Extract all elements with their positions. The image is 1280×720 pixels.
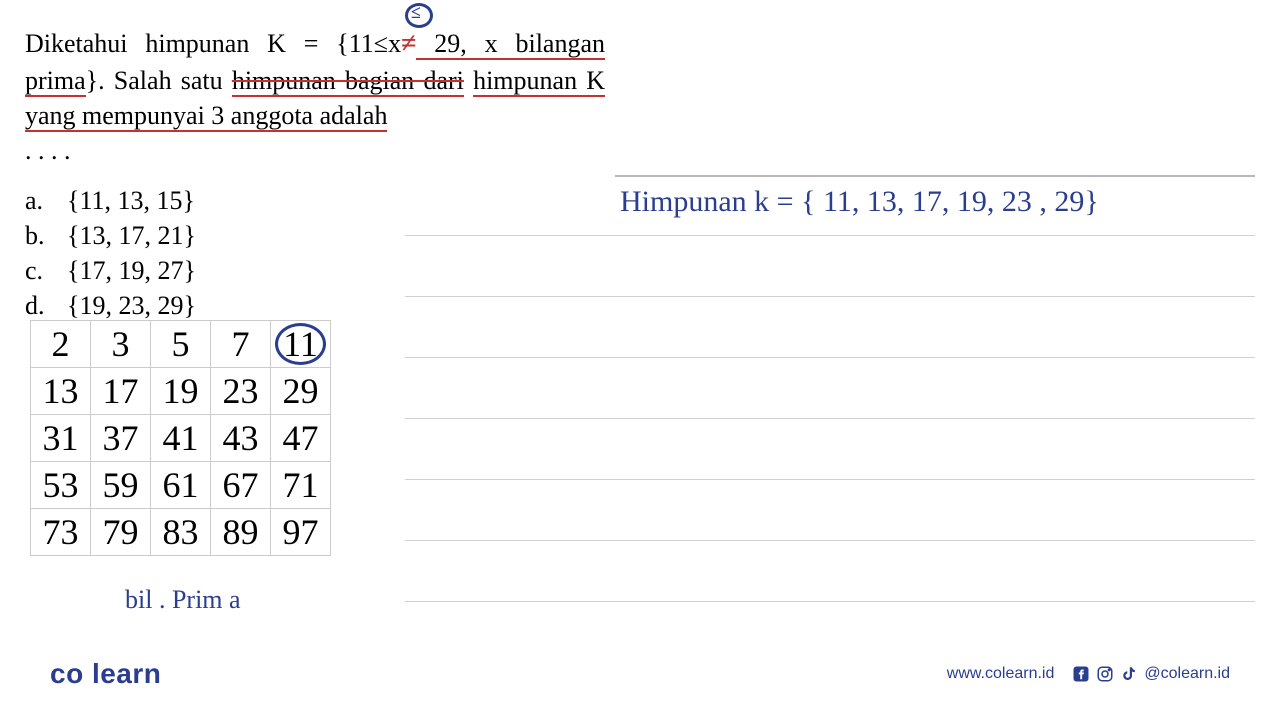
instagram-icon[interactable]	[1096, 665, 1114, 683]
opt-value: {17, 19, 27}	[67, 253, 196, 288]
q-line2-strike: himpunan bagian dari	[232, 66, 464, 97]
table-cell: 2	[31, 321, 91, 368]
q-line1-p2: x bilangan	[467, 29, 605, 60]
option-d: d.{19, 23, 29}	[25, 288, 605, 323]
q-line2-mid: }. Salah satu	[86, 66, 232, 95]
social-icons: @colearn.id	[1072, 665, 1230, 683]
q-line1-p1: 29,	[416, 29, 466, 60]
option-a: a.{11, 13, 15}	[25, 183, 605, 218]
notebook-header-line	[615, 175, 1255, 177]
footer: co learn www.colearn.id @colearn.id	[50, 658, 1230, 690]
table-cell: 71	[271, 462, 331, 509]
opt-letter: b.	[25, 218, 67, 253]
table-cell: 23	[211, 368, 271, 415]
table-cell: 47	[271, 415, 331, 462]
q-line1-pre: Diketahui himpunan K = {11≤x	[25, 29, 401, 58]
table-cell: 7	[211, 321, 271, 368]
q-dots: . . . .	[25, 136, 71, 165]
table-row: 2 3 5 7 11	[31, 321, 331, 368]
table-cell: 3	[91, 321, 151, 368]
opt-letter: a.	[25, 183, 67, 218]
opt-value: {19, 23, 29}	[67, 288, 196, 323]
table-cell: 37	[91, 415, 151, 462]
opt-value: {13, 17, 21}	[67, 218, 196, 253]
table-cell: 67	[211, 462, 271, 509]
table-cell: 19	[151, 368, 211, 415]
table-cell: 41	[151, 415, 211, 462]
table-cell-circled: 11	[271, 321, 331, 368]
table-cell: 73	[31, 509, 91, 556]
footer-handle: @colearn.id	[1144, 665, 1230, 683]
table-cell: 17	[91, 368, 151, 415]
table-cell: 43	[211, 415, 271, 462]
footer-url: www.colearn.id	[947, 665, 1055, 683]
table-row: 31 37 41 43 47	[31, 415, 331, 462]
table-cell: 31	[31, 415, 91, 462]
table-cell: 97	[271, 509, 331, 556]
solution-handwriting: Himpunan k = { 11, 13, 17, 19, 23 , 29}	[620, 185, 1099, 219]
q-line2-pre: prima	[25, 66, 86, 97]
facebook-icon[interactable]	[1072, 665, 1090, 683]
table-cell: 79	[91, 509, 151, 556]
table-row: 13 17 19 23 29	[31, 368, 331, 415]
table-cell: 61	[151, 462, 211, 509]
table-cell: 29	[271, 368, 331, 415]
table-cell: 83	[151, 509, 211, 556]
prime-number-table: 2 3 5 7 11 13 17 19 23 29 31 37 41 43 47…	[30, 320, 331, 556]
correction-symbol: ≤	[411, 0, 421, 24]
option-c: c.{17, 19, 27}	[25, 253, 605, 288]
opt-letter: c.	[25, 253, 67, 288]
tiktok-icon[interactable]	[1120, 665, 1138, 683]
table-row: 73 79 83 89 97	[31, 509, 331, 556]
table-cell: 53	[31, 462, 91, 509]
table-cell: 13	[31, 368, 91, 415]
q-strike1: ≠	[401, 28, 416, 59]
options-list: a.{11, 13, 15} b.{13, 17, 21} c.{17, 19,…	[25, 183, 605, 323]
opt-value: {11, 13, 15}	[67, 183, 195, 218]
option-b: b.{13, 17, 21}	[25, 218, 605, 253]
logo: co learn	[50, 658, 161, 690]
opt-letter: d.	[25, 288, 67, 323]
table-cell: 59	[91, 462, 151, 509]
footer-right: www.colearn.id @colearn.id	[947, 665, 1230, 683]
table-row: 53 59 61 67 71	[31, 462, 331, 509]
table-cell: 89	[211, 509, 271, 556]
table-cell: 5	[151, 321, 211, 368]
question-text: ≤ Diketahui himpunan K = {11≤x≠ 29, x bi…	[25, 25, 605, 168]
table-caption: bil . Prim a	[125, 585, 241, 615]
